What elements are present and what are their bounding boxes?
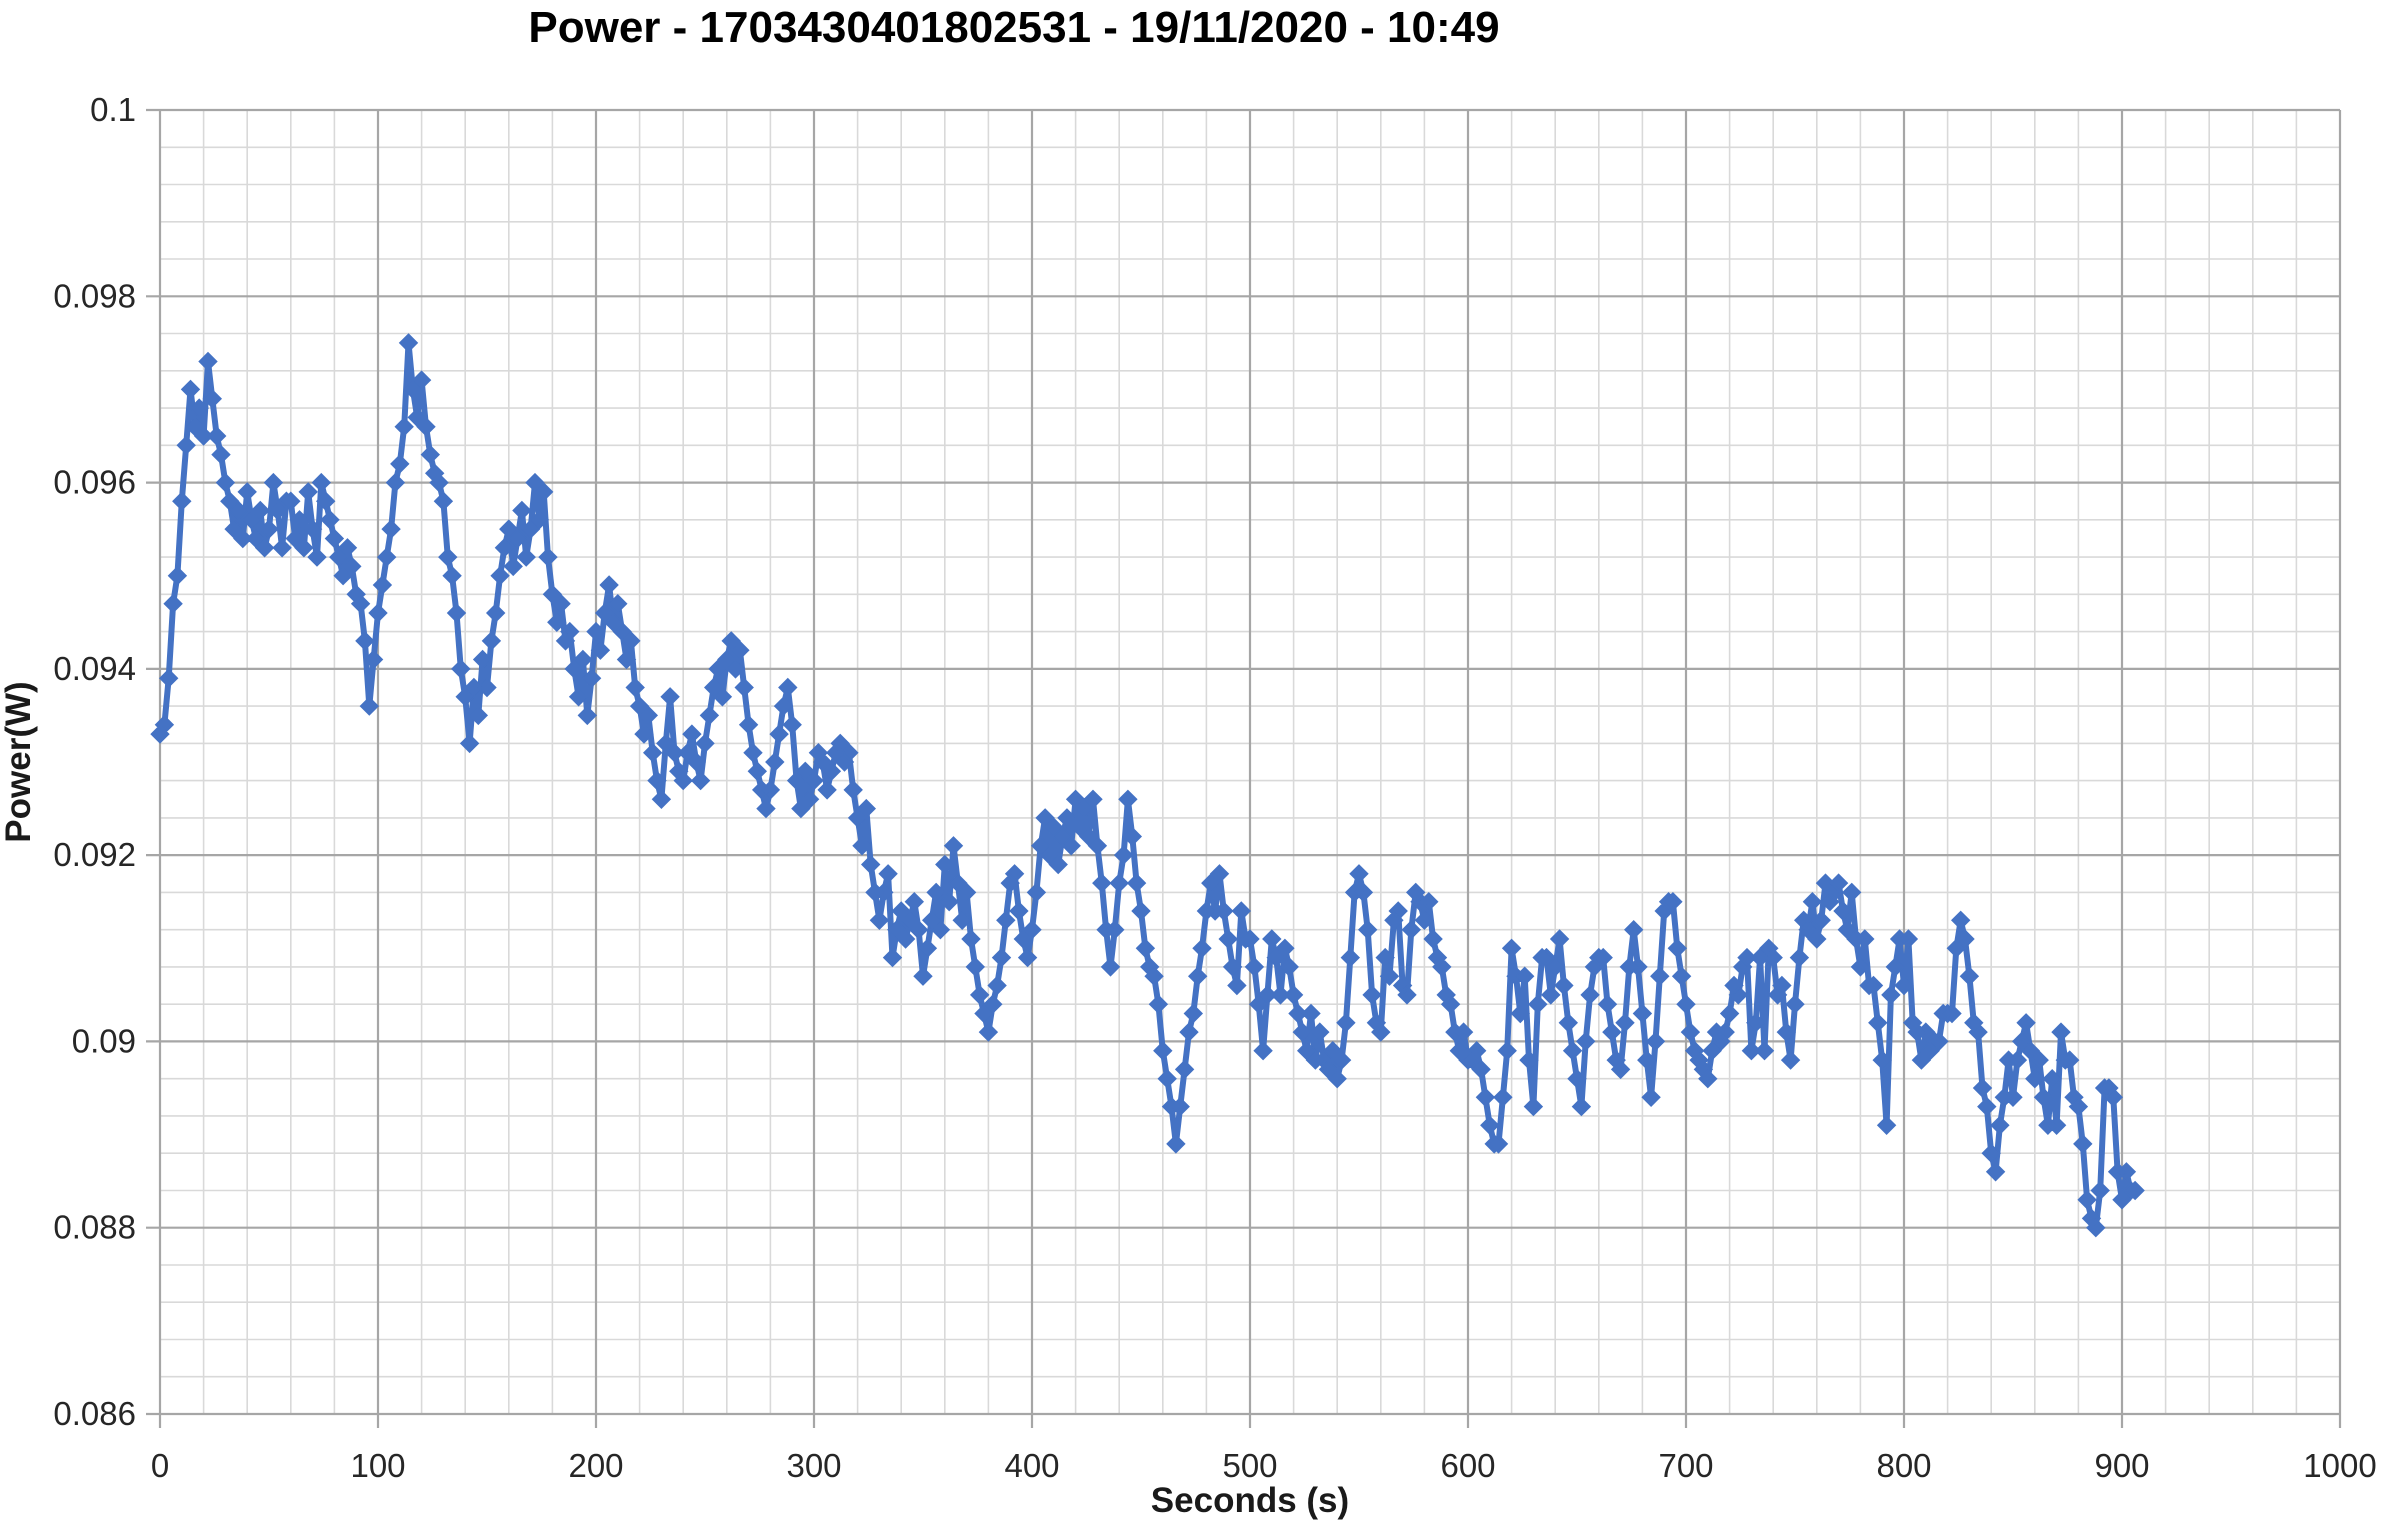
x-tick-label: 200 xyxy=(568,1447,623,1484)
y-tick-label: 0.088 xyxy=(53,1209,136,1246)
y-tick-label: 0.094 xyxy=(53,650,136,687)
major-gridline-paths xyxy=(158,108,2342,1416)
y-tick-label: 0.1 xyxy=(90,91,136,128)
power-series xyxy=(150,333,2145,1238)
axis-tick-marks xyxy=(146,108,2342,1428)
x-tick-label: 800 xyxy=(1876,1447,1931,1484)
y-tick-label: 0.098 xyxy=(53,277,136,314)
y-axis-title: Power(W) xyxy=(0,681,38,842)
chart-title: Power - 1703430401802531 - 19/11/2020 - … xyxy=(528,3,1499,52)
x-tick-label: 100 xyxy=(350,1447,405,1484)
y-tick-label: 0.086 xyxy=(53,1395,136,1432)
gridlines-major xyxy=(158,108,2342,1416)
x-tick-label: 1000 xyxy=(2303,1447,2376,1484)
x-tick-label: 500 xyxy=(1222,1447,1277,1484)
x-tick-label: 600 xyxy=(1440,1447,1495,1484)
series-markers xyxy=(150,333,2145,1238)
axis-tick-labels: 0 100 200 300 400 500 600 700 800 900 1000 0.1 0.098… xyxy=(53,91,2376,1484)
x-tick-label: 300 xyxy=(786,1447,841,1484)
tick-marks xyxy=(146,108,2342,1428)
series-line xyxy=(157,339,2139,1231)
x-tick-label: 0 xyxy=(151,1447,169,1484)
y-tick-label: 0.096 xyxy=(53,464,136,501)
y-tick-label: 0.09 xyxy=(72,1022,136,1059)
x-axis-title: Seconds (s) xyxy=(1151,1481,1349,1520)
x-tick-label: 400 xyxy=(1004,1447,1059,1484)
x-tick-label: 700 xyxy=(1658,1447,1713,1484)
y-tick-label: 0.092 xyxy=(53,836,136,873)
x-tick-label: 900 xyxy=(2094,1447,2149,1484)
